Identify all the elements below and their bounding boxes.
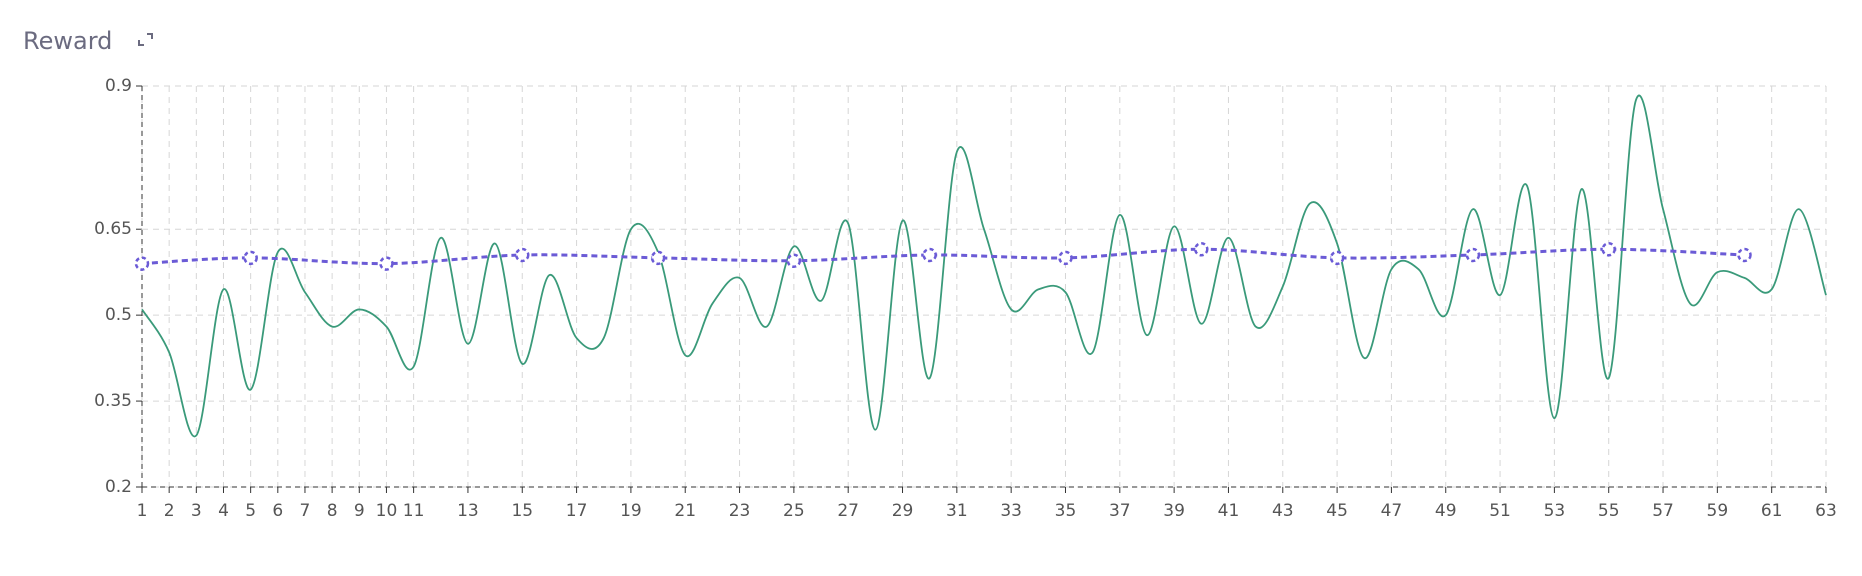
x-tick-label: 6 [272,501,283,521]
x-tick-label: 45 [1326,501,1348,521]
x-tick-label: 21 [674,501,696,521]
x-tick-label: 37 [1109,501,1131,521]
expand-icon[interactable] [138,33,153,46]
x-tick-label: 1 [137,501,148,521]
x-tick-label: 11 [403,501,425,521]
y-tick-label: 0.5 [105,305,132,325]
point-marker [1329,250,1345,266]
expand-icon-corner [138,40,144,46]
x-tick-label: 15 [511,501,533,521]
x-tick-label: 4 [218,501,229,521]
point-marker [1194,242,1209,257]
point-marker [922,247,937,263]
y-tick-label: 0.9 [105,76,132,96]
x-tick-label: 5 [245,501,256,521]
x-tick-label: 39 [1163,501,1185,521]
y-tick-label: 0.65 [94,219,132,239]
point-marker [515,247,530,263]
x-tick-label: 17 [566,501,588,521]
x-tick-label: 10 [376,501,398,521]
x-tick-label: 59 [1707,501,1729,521]
x-tick-label: 63 [1815,501,1837,521]
point-marker [379,256,394,271]
point-marker [650,250,666,266]
y-tick-label: 0.35 [94,391,132,411]
x-tick-label: 35 [1055,501,1077,521]
point-marker [243,250,258,266]
x-tick-label: 7 [300,501,311,521]
x-tick-label: 19 [620,501,642,521]
x-tick-label: 3 [191,501,202,521]
x-tick-label: 2 [164,501,175,521]
x-tick-label: 33 [1000,501,1022,521]
point-marker [1465,247,1481,263]
point-marker [1737,247,1752,263]
point-marker [1601,242,1616,257]
x-tick-label: 55 [1598,501,1620,521]
x-tick-label: 41 [1218,501,1240,521]
point-marker [786,253,802,268]
x-tick-label: 29 [892,501,914,521]
series-line [141,95,1827,438]
x-tick-label: 53 [1544,501,1566,521]
point-marker [1058,250,1073,266]
x-tick-label: 13 [457,501,479,521]
point-marker [134,256,150,271]
x-tick-label: 51 [1489,501,1511,521]
chart-title: Reward [23,27,112,55]
x-tick-label: 23 [729,501,751,521]
x-tick-label: 43 [1272,501,1294,521]
y-tick-label: 0.2 [105,477,132,497]
x-tick-label: 27 [837,501,859,521]
x-tick-label: 31 [946,501,968,521]
x-tick-label: 25 [783,501,805,521]
x-tick-label: 61 [1761,501,1783,521]
expand-icon-corner [147,33,153,39]
x-tick-label: 49 [1435,501,1457,521]
x-tick-label: 8 [327,501,338,521]
x-tick-label: 47 [1381,501,1403,521]
x-tick-label: 57 [1652,501,1674,521]
x-tick-label: 9 [354,501,365,521]
